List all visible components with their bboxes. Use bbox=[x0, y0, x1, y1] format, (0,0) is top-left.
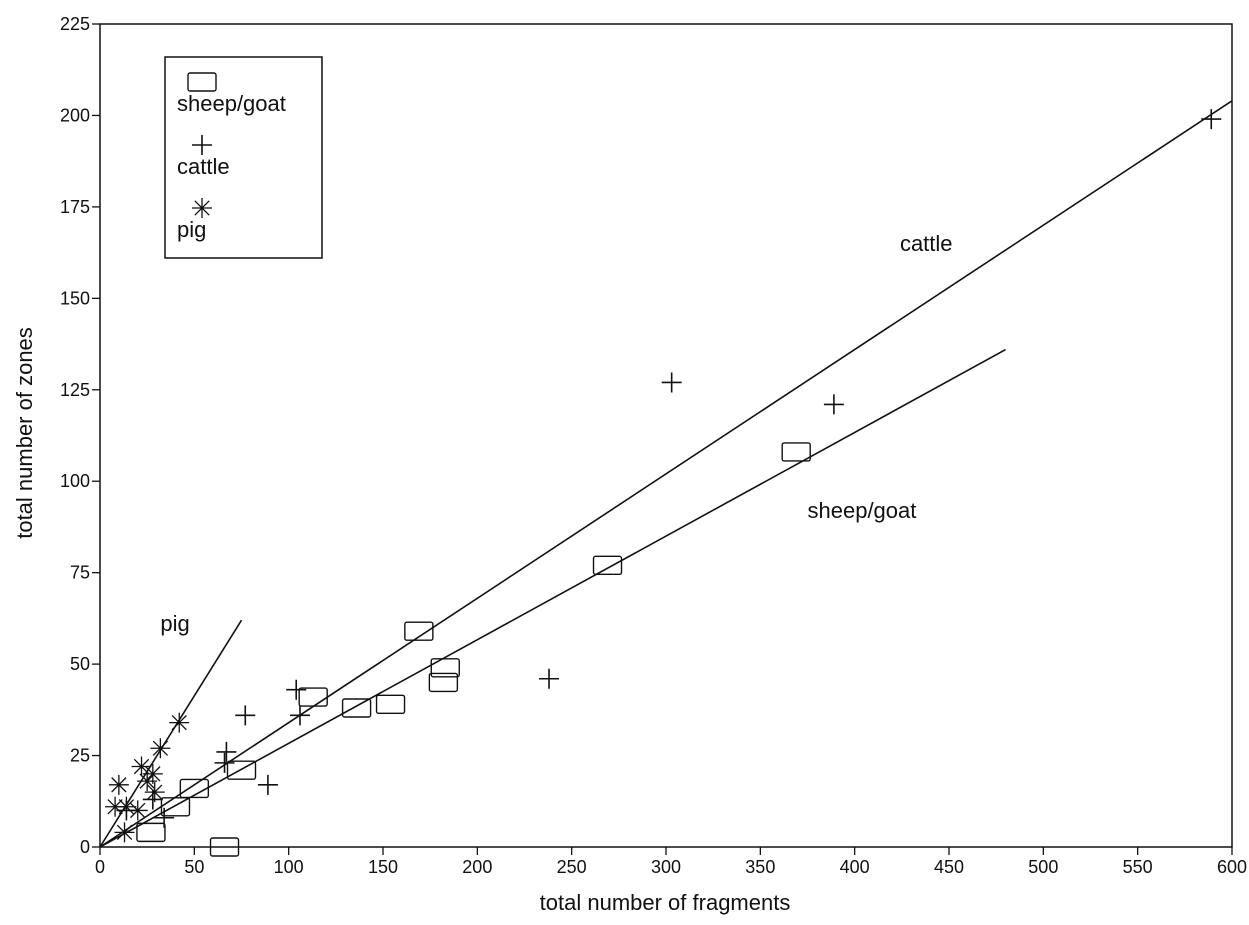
data-points-layer bbox=[105, 109, 1222, 857]
point-cattle bbox=[823, 394, 844, 415]
point-pig bbox=[116, 796, 137, 817]
point-sheep-goat bbox=[298, 687, 328, 707]
point-sheep-goat bbox=[404, 621, 434, 641]
point-pig bbox=[114, 822, 135, 843]
legend-label-pig: pig bbox=[177, 217, 206, 242]
legend-marker-sheep-goat bbox=[187, 72, 217, 92]
x-tick-label: 350 bbox=[745, 857, 775, 877]
y-tick-label: 50 bbox=[70, 654, 90, 674]
x-tick-label: 200 bbox=[462, 857, 492, 877]
point-cattle bbox=[1201, 109, 1222, 130]
point-cattle bbox=[257, 774, 278, 795]
y-tick-label: 125 bbox=[60, 380, 90, 400]
line-label-sheep-goat: sheep/goat bbox=[808, 498, 917, 523]
y-tick-label: 225 bbox=[60, 14, 90, 34]
axis-ticks-layer: 0 50 100 150 200 250 300 350 400 450 500 550 600 0 25 5… bbox=[60, 14, 1247, 877]
x-tick-label: 150 bbox=[368, 857, 398, 877]
point-cattle bbox=[286, 679, 307, 700]
x-tick-label: 300 bbox=[651, 857, 681, 877]
fit-line-sheep-goat bbox=[99, 348, 1006, 848]
y-axis-title: total number of zones bbox=[12, 327, 37, 539]
point-pig bbox=[169, 712, 190, 733]
point-sheep-goat bbox=[179, 778, 210, 799]
y-tick-label: 0 bbox=[80, 837, 90, 857]
point-pig bbox=[144, 782, 165, 803]
y-tick-label: 150 bbox=[60, 288, 90, 308]
y-tick-label: 200 bbox=[60, 105, 90, 125]
line-label-cattle: cattle bbox=[900, 231, 953, 256]
point-sheep-goat bbox=[160, 797, 191, 817]
x-tick-label: 50 bbox=[184, 857, 204, 877]
point-pig bbox=[105, 796, 126, 817]
point-sheep-goat bbox=[209, 837, 240, 857]
y-tick-label: 25 bbox=[70, 746, 90, 766]
x-tick-label: 100 bbox=[274, 857, 304, 877]
point-cattle bbox=[154, 807, 175, 828]
point-sheep-goat bbox=[781, 442, 811, 462]
point-sheep-goat bbox=[430, 658, 460, 678]
point-sheep-goat bbox=[341, 698, 372, 718]
point-pig bbox=[137, 771, 158, 792]
point-pig bbox=[127, 800, 148, 821]
point-cattle bbox=[661, 372, 682, 393]
x-tick-label: 600 bbox=[1217, 857, 1247, 877]
point-sheep-goat bbox=[592, 555, 623, 576]
fit-line-cattle bbox=[99, 100, 1233, 848]
legend-marker-pig bbox=[192, 198, 212, 218]
point-pig bbox=[131, 756, 152, 777]
point-sheep-goat bbox=[428, 672, 459, 693]
point-pig bbox=[142, 763, 163, 784]
annotations-layer: cattle sheep/goat pig bbox=[160, 231, 952, 636]
y-tick-label: 75 bbox=[70, 563, 90, 583]
x-tick-label: 450 bbox=[934, 857, 964, 877]
x-tick-label: 250 bbox=[557, 857, 587, 877]
legend-label-cattle: cattle bbox=[177, 154, 230, 179]
point-pig bbox=[150, 738, 171, 759]
y-tick-label: 100 bbox=[60, 471, 90, 491]
legend-marker-cattle bbox=[192, 135, 212, 155]
x-tick-label: 500 bbox=[1028, 857, 1058, 877]
line-label-pig: pig bbox=[160, 611, 189, 636]
x-tick-label: 550 bbox=[1123, 857, 1153, 877]
legend-label-sheep-goat: sheep/goat bbox=[177, 91, 286, 116]
point-cattle bbox=[216, 741, 237, 762]
x-tick-label: 0 bbox=[95, 857, 105, 877]
y-tick-label: 175 bbox=[60, 197, 90, 217]
point-cattle bbox=[235, 705, 256, 726]
point-cattle bbox=[289, 705, 310, 726]
legend: sheep/goat cattle pig bbox=[164, 56, 323, 259]
x-axis-title: total number of fragments bbox=[540, 890, 791, 915]
x-tick-label: 400 bbox=[840, 857, 870, 877]
point-cattle bbox=[539, 668, 560, 689]
point-pig bbox=[108, 774, 129, 795]
point-sheep-goat bbox=[226, 760, 257, 780]
point-cattle bbox=[214, 752, 235, 773]
point-sheep-goat bbox=[136, 822, 166, 843]
point-sheep-goat bbox=[375, 694, 406, 715]
